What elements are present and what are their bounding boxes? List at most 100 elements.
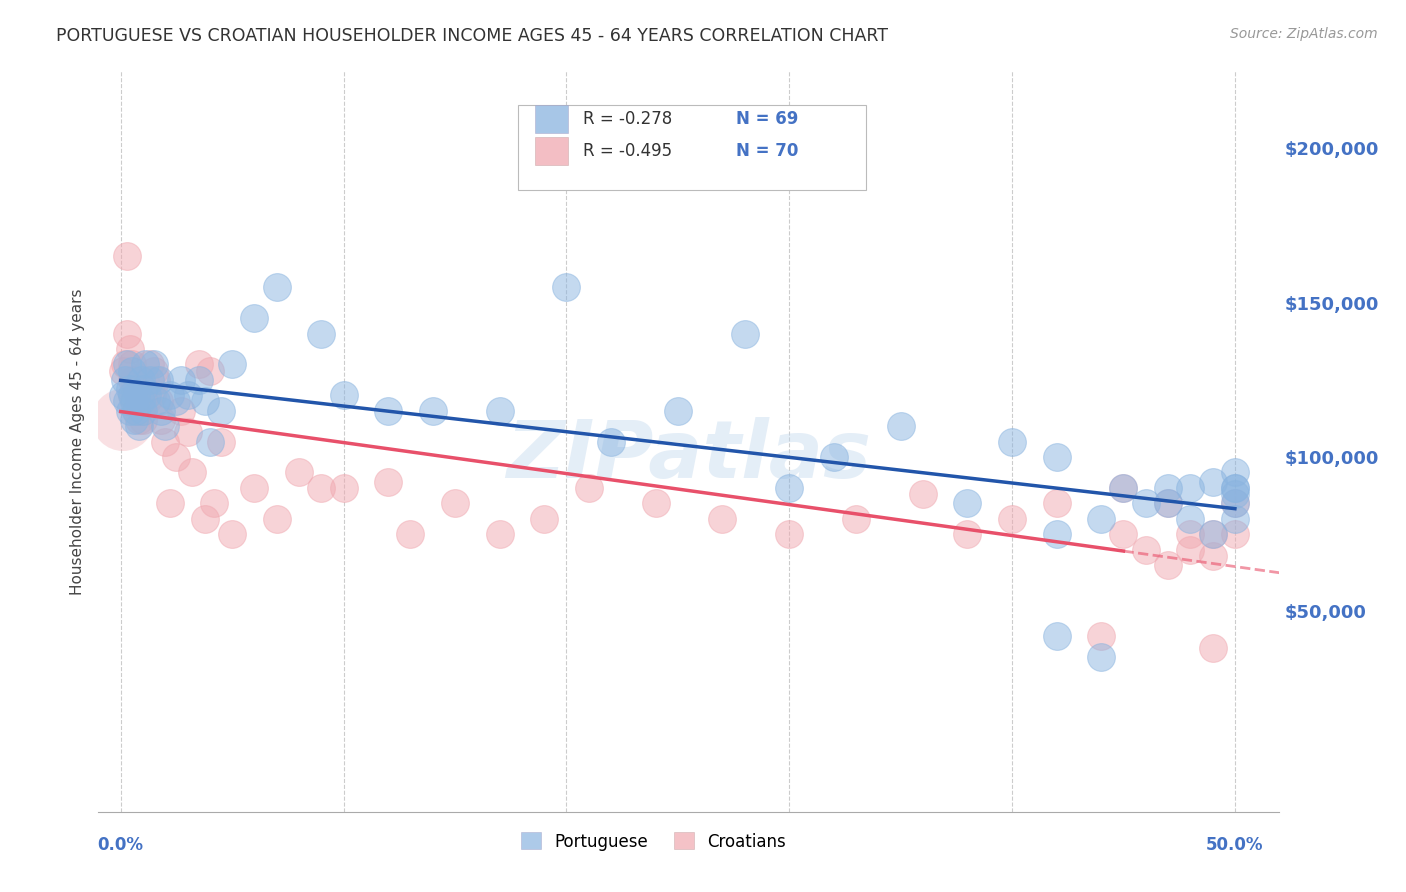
Point bbox=[129, 373, 152, 387]
Point bbox=[1201, 549, 1223, 563]
Text: R = -0.278: R = -0.278 bbox=[582, 110, 672, 128]
Point bbox=[1157, 481, 1180, 495]
Text: ZIPatlas: ZIPatlas bbox=[506, 417, 872, 495]
Point bbox=[128, 394, 150, 409]
Point bbox=[711, 511, 734, 525]
Point bbox=[1157, 496, 1180, 510]
Point bbox=[399, 527, 422, 541]
Point bbox=[1201, 527, 1223, 541]
Point bbox=[138, 358, 160, 372]
Point bbox=[1223, 511, 1246, 525]
Point bbox=[221, 358, 243, 372]
Point bbox=[332, 481, 354, 495]
Point bbox=[114, 358, 136, 372]
Point bbox=[266, 280, 288, 294]
Point bbox=[125, 382, 148, 396]
Point bbox=[122, 373, 145, 387]
Point bbox=[148, 373, 170, 387]
Point bbox=[734, 326, 756, 341]
Point bbox=[1046, 527, 1069, 541]
Point bbox=[118, 403, 141, 417]
Point bbox=[149, 403, 172, 417]
Point bbox=[1223, 466, 1246, 480]
Point bbox=[377, 475, 399, 489]
Point bbox=[890, 419, 912, 434]
Point bbox=[118, 382, 141, 396]
Point bbox=[1157, 558, 1180, 572]
Point bbox=[911, 487, 934, 501]
Point bbox=[111, 413, 134, 427]
Point bbox=[121, 388, 143, 402]
Point bbox=[1180, 527, 1202, 541]
Point bbox=[845, 511, 868, 525]
Point bbox=[823, 450, 845, 464]
Point bbox=[111, 388, 134, 402]
Point bbox=[143, 363, 166, 377]
Point bbox=[243, 311, 266, 326]
Point bbox=[422, 403, 444, 417]
Point bbox=[1201, 527, 1223, 541]
Point bbox=[187, 358, 209, 372]
Point bbox=[1180, 481, 1202, 495]
Point bbox=[1112, 481, 1135, 495]
Point bbox=[132, 394, 155, 409]
Point bbox=[125, 403, 148, 417]
Point bbox=[600, 434, 623, 449]
Point bbox=[1157, 496, 1180, 510]
Point bbox=[165, 394, 187, 409]
Point bbox=[125, 388, 148, 402]
Point bbox=[1046, 496, 1069, 510]
Point bbox=[956, 527, 979, 541]
Point bbox=[134, 373, 156, 387]
Point bbox=[129, 403, 152, 417]
Point bbox=[194, 511, 217, 525]
Point bbox=[143, 358, 166, 372]
Point bbox=[155, 419, 177, 434]
Point bbox=[181, 466, 204, 480]
Point bbox=[1180, 542, 1202, 557]
Point bbox=[1201, 641, 1223, 656]
Point bbox=[141, 388, 163, 402]
Point bbox=[117, 326, 139, 341]
FancyBboxPatch shape bbox=[517, 104, 866, 190]
Point bbox=[488, 403, 510, 417]
Point bbox=[666, 403, 689, 417]
Point bbox=[1135, 542, 1157, 557]
Legend: Portuguese, Croatians: Portuguese, Croatians bbox=[513, 824, 794, 859]
Point bbox=[165, 450, 187, 464]
Point bbox=[170, 403, 193, 417]
Point bbox=[221, 527, 243, 541]
Point bbox=[332, 388, 354, 402]
FancyBboxPatch shape bbox=[536, 104, 568, 133]
Point bbox=[202, 496, 225, 510]
Point bbox=[121, 358, 143, 372]
Point bbox=[122, 413, 145, 427]
Point bbox=[145, 394, 167, 409]
Point bbox=[194, 394, 217, 409]
Y-axis label: Householder Income Ages 45 - 64 years: Householder Income Ages 45 - 64 years bbox=[69, 288, 84, 595]
Point bbox=[243, 481, 266, 495]
Point bbox=[1180, 511, 1202, 525]
Point bbox=[129, 394, 152, 409]
Point bbox=[309, 326, 332, 341]
Point bbox=[176, 388, 198, 402]
Point bbox=[117, 394, 139, 409]
Point bbox=[1223, 496, 1246, 510]
Point bbox=[444, 496, 467, 510]
Point bbox=[125, 403, 148, 417]
Point bbox=[1090, 629, 1112, 643]
Point bbox=[117, 249, 139, 264]
Text: N = 69: N = 69 bbox=[737, 110, 799, 128]
Point bbox=[309, 481, 332, 495]
Text: 0.0%: 0.0% bbox=[97, 837, 143, 855]
Point bbox=[1112, 527, 1135, 541]
Point bbox=[198, 363, 221, 377]
Point bbox=[1223, 481, 1246, 495]
Point bbox=[138, 373, 160, 387]
Point bbox=[1223, 487, 1246, 501]
Point bbox=[121, 363, 143, 377]
Point bbox=[209, 434, 232, 449]
Point bbox=[136, 388, 159, 402]
Point bbox=[578, 481, 600, 495]
Point bbox=[288, 466, 311, 480]
